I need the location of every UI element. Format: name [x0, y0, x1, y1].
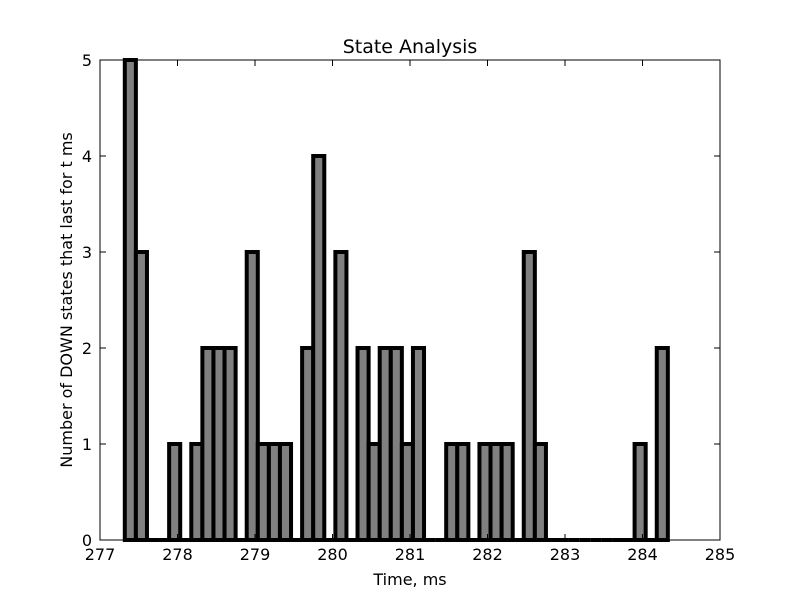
histogram-bar — [333, 250, 349, 542]
x-tick-label: 278 — [162, 545, 193, 564]
histogram-bar — [222, 346, 238, 542]
histogram-bar — [277, 442, 294, 542]
y-tick-label: 5 — [82, 51, 92, 70]
chart-title: State Analysis — [343, 36, 478, 58]
histogram-bar — [455, 442, 471, 542]
x-tick-label: 281 — [395, 545, 426, 564]
y-tick-label: 2 — [82, 339, 92, 358]
y-tick-label: 3 — [82, 243, 92, 262]
y-axis-label: Number of DOWN states that last for t ms — [57, 132, 76, 468]
x-tick-label: 283 — [550, 545, 581, 564]
histogram-bar — [499, 442, 515, 542]
x-tick-label: 282 — [472, 545, 503, 564]
histogram-bar — [654, 346, 670, 542]
y-tick-label: 4 — [82, 147, 92, 166]
histogram-bar — [410, 346, 427, 542]
x-tick-label: 280 — [317, 545, 348, 564]
x-tick-label: 277 — [85, 545, 116, 564]
x-tick-label: 284 — [627, 545, 658, 564]
x-tick-label: 279 — [240, 545, 271, 564]
y-tick-label: 0 — [82, 531, 92, 550]
x-axis-label: Time, ms — [372, 570, 446, 589]
histogram-bar — [133, 250, 149, 542]
x-tick-label: 285 — [705, 545, 736, 564]
y-tick-label: 1 — [82, 435, 92, 454]
bars-group — [122, 58, 670, 542]
histogram-bar — [167, 442, 183, 542]
histogram-bar — [311, 154, 327, 542]
histogram-bar — [632, 442, 648, 542]
histogram-bar — [532, 442, 548, 542]
axis-ticks: 277 278 279 280 281 282 283 284 285 0 1 2 3 4 5 — [82, 51, 735, 564]
